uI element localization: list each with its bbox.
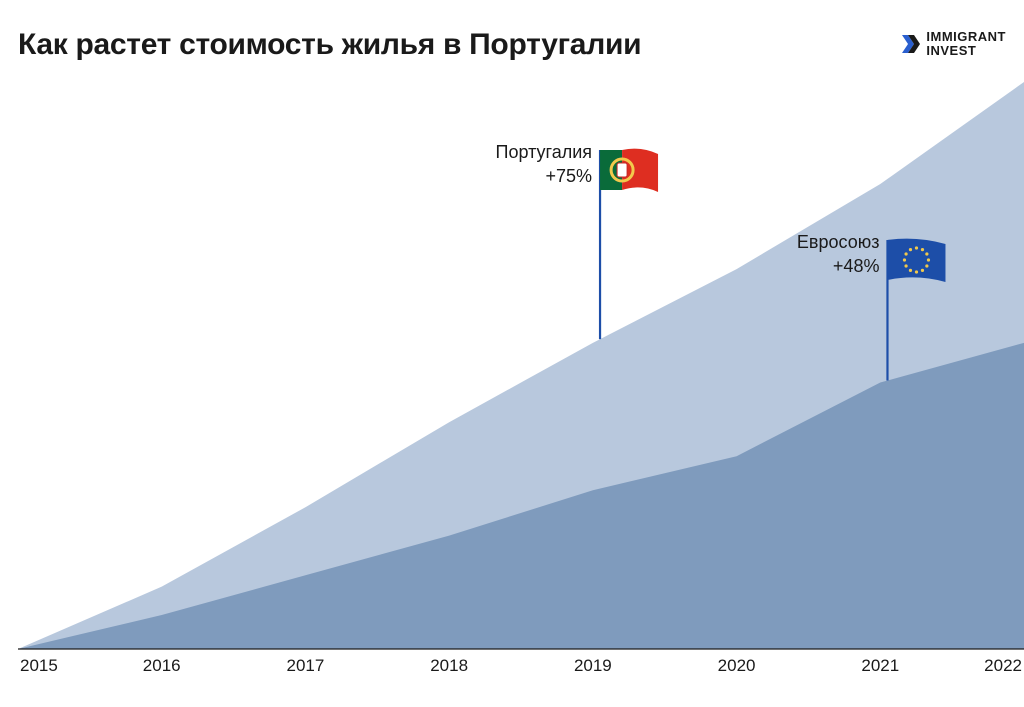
brand-logo-icon — [900, 31, 920, 57]
x-tick-label: 2018 — [430, 656, 468, 675]
series-delta-eu: +48% — [833, 256, 880, 276]
x-tick-label: 2019 — [574, 656, 612, 675]
x-tick-label: 2017 — [287, 656, 325, 675]
x-tick-label: 2020 — [718, 656, 756, 675]
x-tick-label: 2021 — [861, 656, 899, 675]
series-label-eu: Евросоюз — [797, 232, 880, 252]
page: Как растет стоимость жилья в Португалии … — [0, 0, 1024, 707]
brand-logo: IMMIGRANT INVEST — [900, 28, 1006, 57]
header: Как растет стоимость жилья в Португалии … — [18, 28, 1006, 62]
flag-portugal — [600, 149, 658, 192]
chart-svg: 2015 2016 2017 2018 2019 2020 2021 2022 Португал… — [18, 72, 1024, 679]
x-tick-label: 2015 — [20, 656, 58, 675]
area-chart: 2015 2016 2017 2018 2019 2020 2021 2022 Португал… — [18, 72, 1024, 679]
chart-title: Как растет стоимость жилья в Португалии — [18, 28, 641, 62]
brand-line1: IMMIGRANT — [926, 30, 1006, 44]
series-delta-portugal: +75% — [545, 166, 592, 186]
series-label-portugal: Португалия — [496, 142, 593, 162]
x-tick-label: 2022 — [984, 656, 1022, 675]
brand-line2: INVEST — [926, 44, 1006, 58]
brand-logo-text: IMMIGRANT INVEST — [926, 30, 1006, 57]
flag-eu — [887, 239, 945, 282]
x-tick-label: 2016 — [143, 656, 181, 675]
